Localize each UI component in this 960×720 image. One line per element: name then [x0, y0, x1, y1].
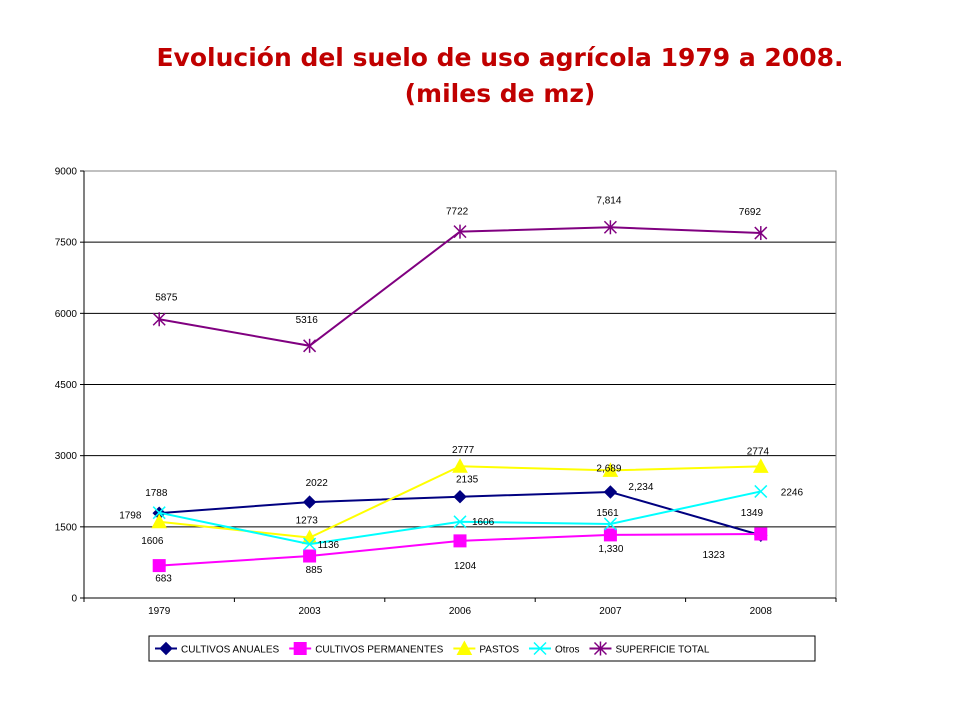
- data-label-cultivos-anuales: 2135: [456, 475, 479, 486]
- series-cultivos-anuales: [152, 485, 768, 542]
- grid-lines: [84, 170, 836, 528]
- data-label-cultivos-permanentes: 1204: [454, 561, 477, 572]
- y-tick-label: 6000: [55, 309, 78, 320]
- data-label-otros: 1798: [119, 511, 142, 522]
- x-tick-label: 2007: [599, 606, 622, 617]
- data-point-cultivos-anuales: [302, 495, 317, 509]
- data-point-cultivos-anuales: [603, 485, 618, 499]
- data-label-pastos: 2777: [452, 445, 475, 456]
- y-tick-label: 1500: [55, 522, 78, 533]
- x-tick-label: 2003: [298, 606, 321, 617]
- data-label-cultivos-anuales: 2022: [306, 478, 329, 489]
- data-point-pastos: [452, 458, 468, 473]
- data-label-cultivos-anuales: 2,234: [628, 482, 653, 493]
- legend-label: PASTOS: [479, 645, 519, 656]
- x-tick-label: 2006: [449, 606, 472, 617]
- data-point-cultivos-permanentes: [603, 528, 617, 542]
- legend-box: [148, 635, 816, 662]
- series-line-superficie-total: [159, 226, 761, 347]
- legend-item-otros: Otros: [529, 641, 579, 656]
- legend: CULTIVOS ANUALES CULTIVOS PERMANENTES PAST…: [148, 635, 816, 662]
- data-point-superficie-total: [453, 224, 467, 239]
- chart-title: Evolución del suelo de uso agrícola 1979…: [156, 43, 844, 72]
- data-label-superficie-total: 7692: [739, 207, 762, 218]
- data-label-cultivos-anuales: 1788: [145, 488, 168, 499]
- data-label-pastos: 1606: [141, 536, 164, 547]
- data-point-pastos: [602, 462, 619, 477]
- data-label-cultivos-permanentes: 885: [306, 565, 323, 576]
- series-superficie-total: [152, 220, 768, 353]
- data-label-otros: 1136: [318, 540, 340, 551]
- legend-item-cultivos-permanentes: CULTIVOS PERMANENTES: [289, 642, 444, 656]
- data-label-otros: 2246: [781, 487, 804, 498]
- legend-marker: [533, 641, 547, 656]
- data-point-cultivos-permanentes: [453, 534, 467, 548]
- data-point-cultivos-permanentes: [152, 559, 166, 573]
- data-label-superficie-total: 7722: [446, 207, 469, 218]
- legend-item-pastos: PASTOS: [453, 640, 519, 656]
- legend-item-superficie-total: SUPERFICIE TOTAL: [589, 641, 710, 656]
- chart-subtitle: (miles de mz): [404, 79, 596, 108]
- y-tick-label: 3000: [55, 451, 78, 462]
- data-label-pastos: 2774: [747, 446, 770, 457]
- data-label-cultivos-permanentes: 1,330: [598, 544, 623, 555]
- data-point-otros: [453, 515, 467, 529]
- legend-label: Otros: [555, 645, 579, 656]
- data-point-cultivos-permanentes: [754, 527, 768, 541]
- data-point-otros: [603, 517, 617, 531]
- legend-marker: [159, 641, 173, 656]
- legend-marker: [456, 640, 473, 655]
- data-point-superficie-total: [303, 338, 317, 353]
- data-point-otros: [152, 506, 166, 520]
- data-label-pastos: 1273: [296, 516, 319, 527]
- x-tick-label: 1979: [148, 606, 171, 617]
- legend-label: CULTIVOS PERMANENTES: [315, 645, 443, 656]
- legend-marker: [593, 641, 607, 656]
- y-tick-label: 7500: [55, 238, 78, 249]
- data-label-superficie-total: 7,814: [596, 195, 621, 206]
- legend-item-cultivos-anuales: CULTIVOS ANUALES: [155, 641, 280, 656]
- y-tick-label: 0: [71, 594, 77, 605]
- series-cultivos-permanentes: [152, 527, 768, 573]
- data-point-superficie-total: [152, 312, 166, 327]
- data-point-pastos: [752, 458, 769, 473]
- data-point-superficie-total: [754, 226, 768, 241]
- data-point-cultivos-anuales: [453, 489, 467, 504]
- data-point-pastos: [151, 513, 168, 529]
- data-label-otros: 1606: [472, 517, 495, 528]
- data-point-otros: [303, 537, 317, 551]
- data-label-cultivos-permanentes: 683: [155, 574, 172, 585]
- data-label-cultivos-anuales: 1323: [703, 550, 726, 561]
- legend-label: CULTIVOS ANUALES: [181, 645, 280, 656]
- y-tick-label: 9000: [55, 167, 78, 178]
- data-label-otros: 1561: [596, 508, 619, 519]
- legend-marker: [293, 642, 307, 655]
- data-point-superficie-total: [603, 220, 617, 235]
- data-point-cultivos-permanentes: [303, 549, 317, 563]
- y-tick-label: 4500: [55, 380, 78, 391]
- data-label-pastos: 2,689: [596, 463, 621, 474]
- data-point-otros: [754, 484, 768, 498]
- data-labels: 1788 2022 2135 2,234 1323 683 885 1204 1,330 1349…: [119, 195, 803, 584]
- x-tick-label: 2008: [750, 606, 773, 617]
- series-group: [151, 220, 769, 573]
- data-label-superficie-total: 5316: [296, 315, 319, 326]
- data-label-superficie-total: 5875: [155, 292, 178, 303]
- legend-label: SUPERFICIE TOTAL: [615, 645, 709, 656]
- series-otros: [152, 484, 768, 551]
- axes: 0 1500 3000 4500 6000 7500 9000 1979 2003 2006 200…: [55, 167, 837, 617]
- data-label-cultivos-permanentes: 1349: [741, 508, 764, 519]
